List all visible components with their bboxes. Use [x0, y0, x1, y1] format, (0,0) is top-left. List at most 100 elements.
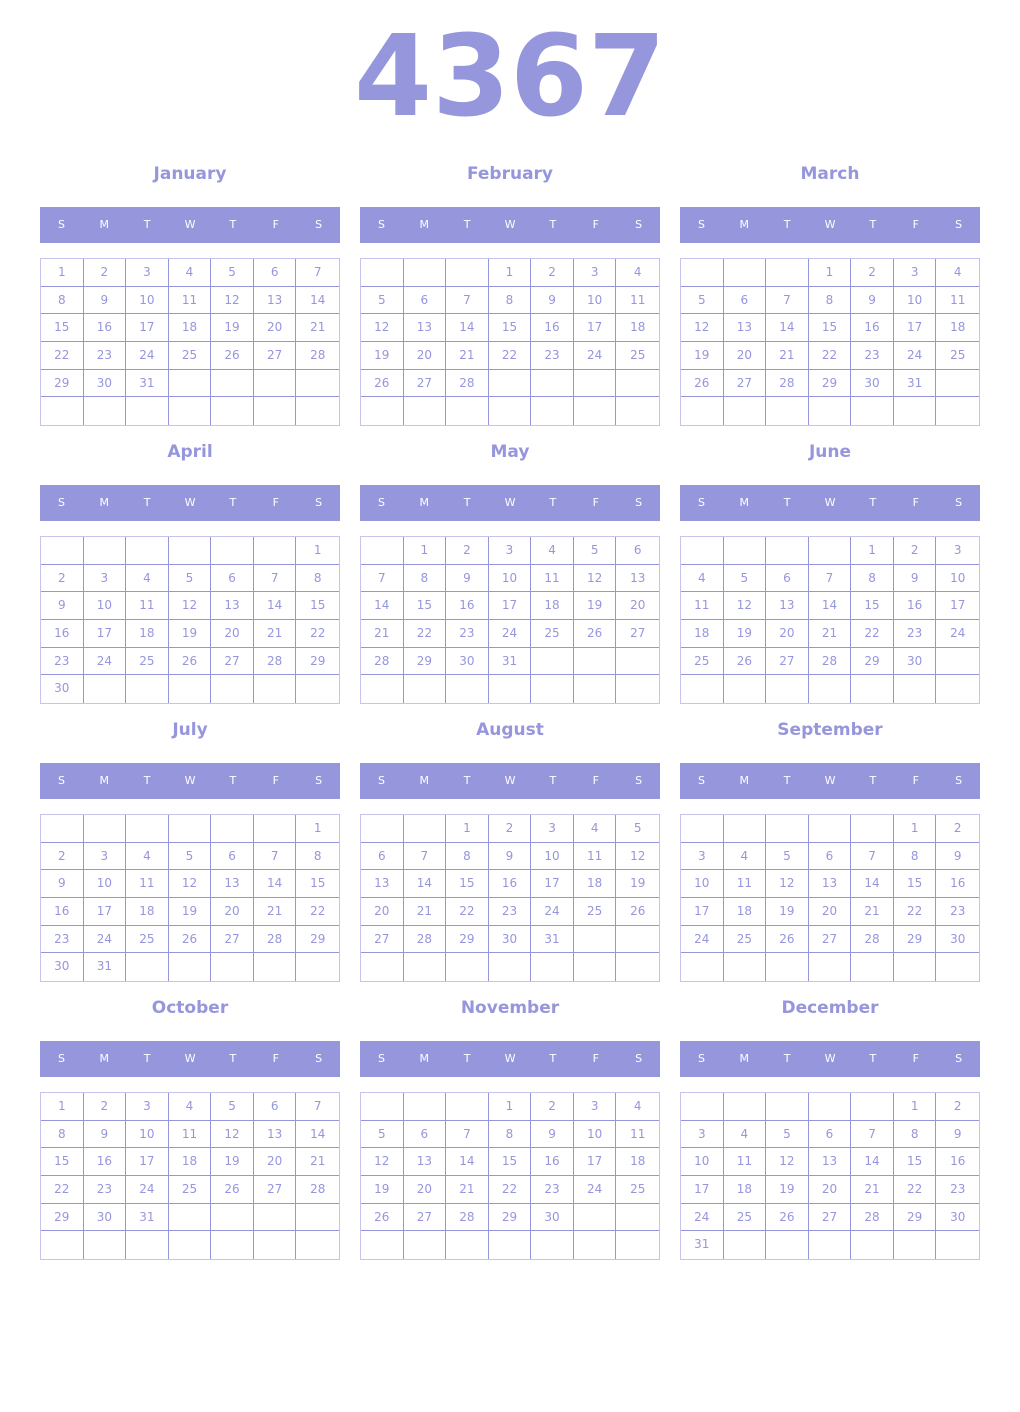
- day-cell: 13: [403, 314, 447, 342]
- day-cell: 9: [446, 564, 489, 593]
- day-cell: 23: [83, 1175, 127, 1204]
- day-cell: 15: [851, 592, 894, 620]
- empty-cell: [851, 1093, 894, 1121]
- empty-cell: [169, 397, 212, 425]
- day-cell: 4: [531, 537, 574, 565]
- day-cell: 14: [446, 1148, 489, 1176]
- empty-cell: [41, 537, 84, 565]
- day-cell: 18: [616, 314, 659, 342]
- day-cell: 23: [41, 647, 84, 676]
- day-cell: 23: [893, 619, 937, 648]
- day-cell: 11: [681, 592, 724, 620]
- empty-cell: [723, 815, 767, 843]
- month-name: May: [490, 442, 530, 462]
- day-cell: 23: [41, 925, 84, 954]
- day-cell: 4: [723, 842, 767, 871]
- empty-cell: [616, 397, 659, 425]
- day-cell: 26: [723, 647, 767, 676]
- day-cell: 17: [126, 314, 169, 342]
- empty-cell: [766, 1231, 809, 1259]
- day-cell: 20: [403, 341, 447, 370]
- day-cell: 27: [403, 369, 447, 398]
- day-cell: 23: [851, 341, 894, 370]
- empty-cell: [936, 370, 979, 398]
- month-name: April: [167, 442, 213, 462]
- empty-cell: [211, 1203, 254, 1232]
- empty-cell: [724, 1231, 767, 1259]
- day-grid: 1 2 3 4 5 6 7 8 9 10 11 12 13 14 15 16 17 18 19 20 21 22 23 24 2…: [360, 1092, 660, 1260]
- weekday-label: S: [57, 218, 65, 231]
- day-cell: 26: [361, 1203, 404, 1232]
- day-cell: 29: [808, 369, 852, 398]
- day-cell: 21: [766, 341, 809, 370]
- weekday-label: W: [824, 1052, 836, 1065]
- day-cell: 29: [851, 647, 894, 676]
- day-cell: 28: [808, 647, 852, 676]
- day-cell: 31: [126, 1203, 169, 1232]
- day-cell: 22: [403, 619, 447, 648]
- day-cell: 25: [681, 647, 724, 676]
- day-cell: 12: [211, 286, 254, 315]
- day-cell: 23: [936, 898, 979, 926]
- day-cell: 2: [893, 537, 937, 565]
- day-cell: 11: [573, 842, 617, 871]
- empty-cell: [936, 953, 979, 981]
- weekday-label: M: [99, 496, 110, 509]
- day-cell: 30: [893, 647, 937, 676]
- day-cell: 12: [168, 870, 212, 898]
- day-cell: 27: [253, 341, 297, 370]
- day-cell: 19: [361, 341, 404, 370]
- day-cell: 27: [616, 620, 659, 648]
- day-cell: 22: [41, 1175, 84, 1204]
- day-grid: 1 2 3 4 5 6 7 8 9 10 11 12 13 14 15 16 17 18 19 20 21 22 23 24 2…: [680, 814, 980, 982]
- day-cell: 27: [723, 369, 767, 398]
- empty-cell: [296, 675, 339, 703]
- day-cell: 9: [851, 286, 894, 315]
- day-cell: 4: [616, 259, 659, 287]
- day-cell: 25: [126, 925, 169, 954]
- day-cell: 6: [211, 842, 254, 871]
- empty-cell: [531, 953, 574, 981]
- day-cell: 19: [616, 870, 659, 898]
- empty-cell: [168, 1203, 212, 1232]
- day-cell: 3: [893, 259, 937, 287]
- empty-cell: [211, 815, 254, 843]
- empty-cell: [446, 953, 489, 981]
- empty-cell: [574, 397, 617, 425]
- weekday-label: S: [955, 1052, 963, 1065]
- weekday-label: T: [549, 1052, 557, 1065]
- day-cell: 30: [41, 675, 84, 703]
- weekday-label: M: [739, 218, 750, 231]
- day-cell: 6: [808, 1120, 852, 1149]
- day-cell: 25: [723, 1203, 767, 1232]
- empty-cell: [851, 397, 894, 425]
- day-cell: 20: [403, 1175, 447, 1204]
- day-cell: 26: [573, 619, 617, 648]
- day-cell: 18: [168, 1148, 212, 1176]
- day-cell: 23: [488, 897, 532, 926]
- day-cell: 22: [893, 897, 937, 926]
- day-cell: 17: [936, 592, 979, 620]
- day-cell: 11: [168, 1120, 212, 1149]
- empty-cell: [573, 1203, 617, 1232]
- empty-cell: [168, 815, 212, 843]
- weekday-label: S: [57, 1052, 65, 1065]
- empty-cell: [296, 397, 339, 425]
- empty-cell: [766, 397, 809, 425]
- weekday-label: S: [697, 774, 705, 787]
- day-cell: 12: [211, 1120, 254, 1149]
- day-cell: 27: [808, 1203, 852, 1232]
- day-cell: 31: [126, 369, 169, 398]
- weekday-label: S: [315, 496, 323, 509]
- day-cell: 16: [936, 870, 979, 898]
- day-cell: 4: [573, 815, 617, 843]
- empty-cell: [84, 397, 127, 425]
- day-cell: 1: [893, 815, 937, 843]
- day-cell: 27: [403, 1203, 447, 1232]
- weekday-label: M: [419, 218, 430, 231]
- empty-cell: [296, 1204, 339, 1232]
- empty-cell: [126, 537, 169, 565]
- day-cell: 11: [723, 1148, 767, 1176]
